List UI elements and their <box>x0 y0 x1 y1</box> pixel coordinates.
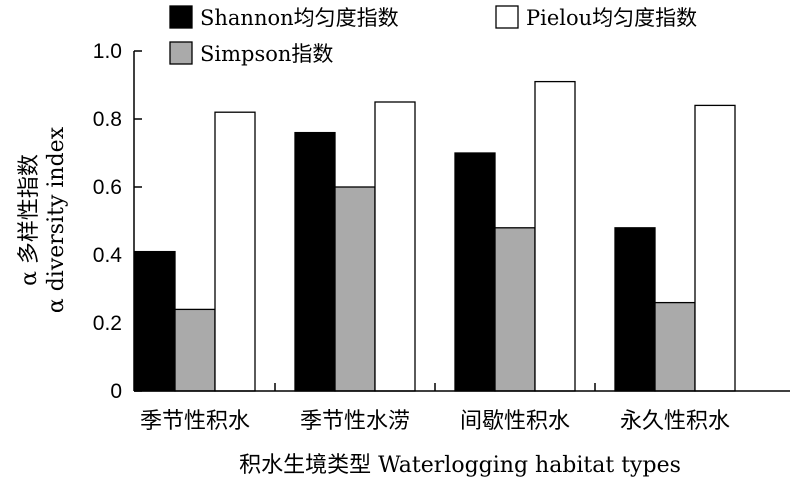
legend-swatch <box>169 41 193 65</box>
legend-label: Simpson指数 <box>200 42 333 66</box>
legend-label: Pielou均匀度指数 <box>526 6 697 30</box>
y-tick-label: 0.8 <box>93 108 122 131</box>
bar <box>614 227 656 392</box>
y-tick-label: 0.4 <box>93 244 123 267</box>
x-category-label: 季节性水涝 <box>300 409 410 434</box>
y-axis-title-line2: α diversity index <box>44 126 69 313</box>
x-category-label: 间歇性积水 <box>460 409 570 434</box>
bar <box>374 101 416 392</box>
bar <box>494 227 536 392</box>
y-tick-label: 0 <box>110 380 122 403</box>
bar <box>334 186 376 392</box>
bar <box>294 131 336 392</box>
y-tick-label: 0.2 <box>93 312 122 335</box>
bar <box>654 301 696 392</box>
y-axis-title-line1: α 多样性指数 <box>17 154 42 286</box>
legend-swatch <box>169 5 193 29</box>
x-axis-title: 积水生境类型 Waterlogging habitat types <box>239 453 681 478</box>
x-category-label: 季节性积水 <box>140 409 250 434</box>
legend-label: Shannon均匀度指数 <box>200 6 399 30</box>
y-tick-label: 0.6 <box>93 176 122 199</box>
bar <box>694 104 736 392</box>
bars-group <box>134 80 736 392</box>
y-ticks-group: 0 0.2 0.4 0.6 0.8 1.0 <box>93 40 142 403</box>
x-category-labels: 季节性积水 季节性水涝 间歇性积水 永久性积水 <box>140 409 730 434</box>
axes-group <box>133 51 790 392</box>
bar <box>454 152 496 392</box>
y-tick-label: 1.0 <box>93 40 122 63</box>
bar <box>534 80 576 392</box>
bar <box>174 308 216 392</box>
bar <box>134 250 176 392</box>
bar <box>214 111 256 392</box>
legend-swatch <box>495 5 519 29</box>
legend: Shannon均匀度指数 Simpson指数 Pielou均匀度指数 <box>169 5 697 66</box>
x-category-label: 永久性积水 <box>620 409 730 434</box>
